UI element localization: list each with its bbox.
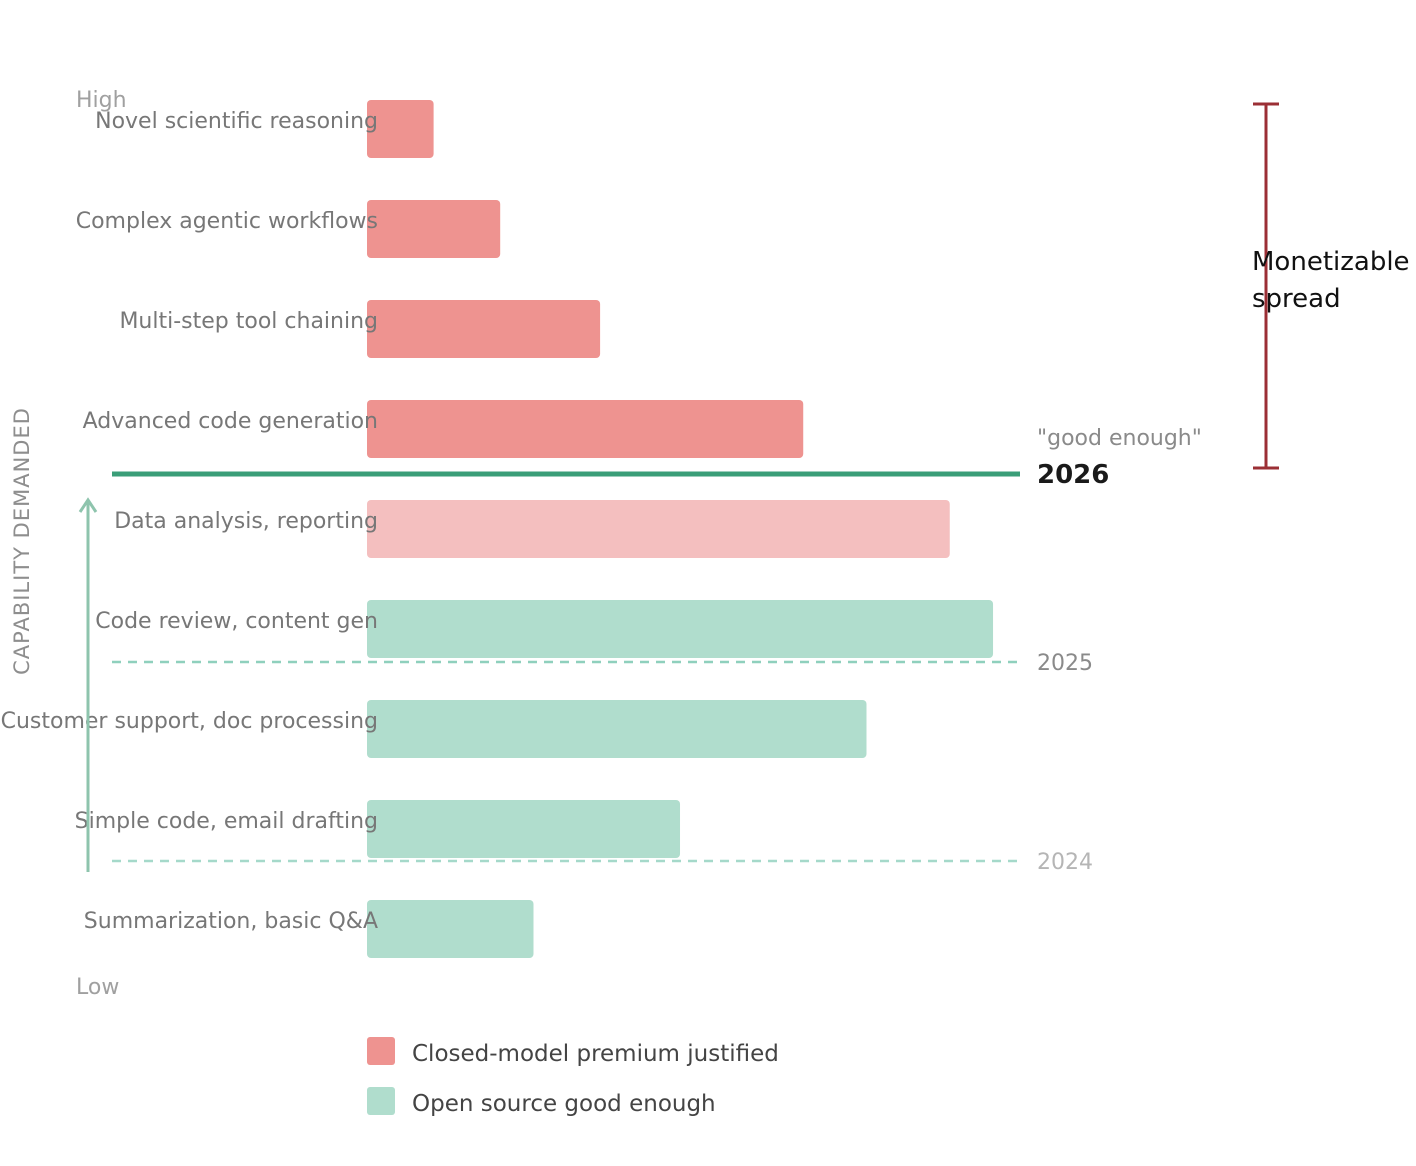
monetizable-spread-label: Monetizable spread (1252, 247, 1416, 314)
bar-8 (367, 900, 534, 958)
legend: Closed-model premium justified Open sour… (367, 1037, 779, 1117)
bar-0 (367, 100, 434, 158)
bars-group (367, 100, 994, 958)
category-label-7: Simple code, email drafting (75, 809, 378, 834)
threshold-label-2025: 2025 (1037, 651, 1093, 676)
category-label-0: Novel scientific reasoning (95, 109, 378, 134)
y-axis-low-label: Low (76, 975, 119, 1000)
category-label-3: Advanced code generation (83, 409, 378, 434)
bar-6 (367, 700, 867, 758)
legend-label-open: Open source good enough (412, 1091, 716, 1117)
category-label-8: Summarization, basic Q&A (84, 909, 378, 934)
bar-1 (367, 200, 501, 258)
threshold-label-2026: 2026 (1037, 460, 1109, 490)
category-label-1: Complex agentic workflows (76, 209, 378, 234)
y-axis-title: CAPABILITY DEMANDED (10, 407, 34, 675)
category-label-6: Customer support, doc processing (1, 709, 378, 734)
threshold-lines: 2026 "good enough" 2025 2024 (112, 426, 1202, 875)
category-labels: Novel scientific reasoning Complex agenti… (1, 109, 378, 934)
threshold-note-2026: "good enough" (1037, 426, 1202, 451)
category-label-4: Data analysis, reporting (114, 509, 378, 534)
bar-5 (367, 600, 994, 658)
category-label-5: Code review, content gen (95, 609, 378, 634)
legend-label-closed: Closed-model premium justified (412, 1041, 779, 1067)
bar-2 (367, 300, 601, 358)
legend-swatch-closed (367, 1037, 395, 1065)
spread-label-line-2: spread (1252, 284, 1341, 314)
capability-arrow (78, 497, 98, 872)
bar-7 (367, 800, 681, 858)
bar-4 (367, 500, 950, 558)
bar-3 (367, 400, 804, 458)
y-axis-high-label: High (76, 88, 127, 113)
monetizable-spread-bracket (1253, 102, 1279, 470)
spread-label-line-1: Monetizable (1252, 247, 1410, 277)
threshold-label-2024: 2024 (1037, 850, 1093, 875)
legend-swatch-open (367, 1087, 395, 1115)
category-label-2: Multi-step tool chaining (119, 309, 378, 334)
